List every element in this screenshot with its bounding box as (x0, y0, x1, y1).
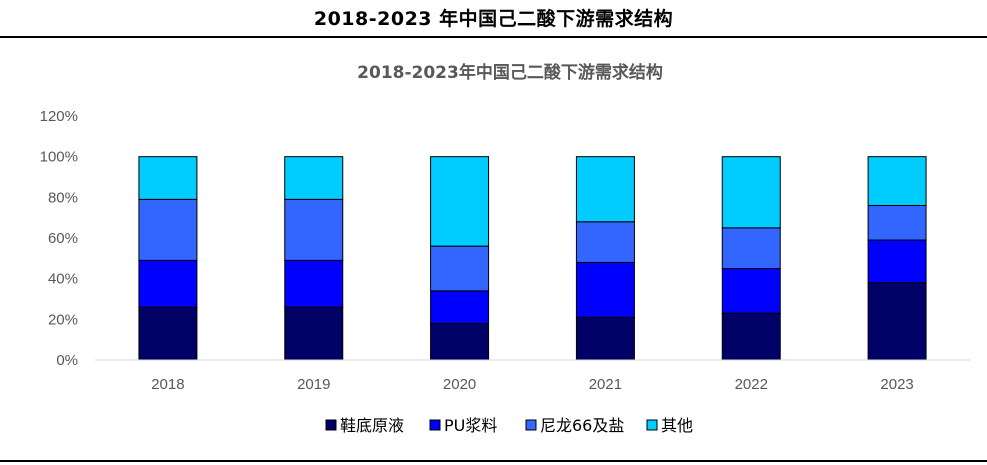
y-tick-label: 80% (48, 189, 78, 206)
bar-segment (721, 268, 781, 314)
legend-swatch (646, 419, 658, 431)
bar-segment (284, 198, 344, 261)
bar-segment (430, 290, 490, 324)
bar-segment (284, 306, 344, 361)
bar-segment (430, 245, 490, 292)
legend-swatch (325, 419, 337, 431)
bar-segment (138, 259, 198, 308)
bar-segment (721, 312, 781, 361)
chart-title: 2018-2023年中国己二酸下游需求结构 (357, 62, 663, 83)
bar-segment (721, 156, 781, 229)
legend-label: 其他 (661, 416, 693, 435)
legend-label: PU浆料 (444, 416, 497, 435)
bar-segment (284, 156, 344, 200)
bar-segment (430, 322, 490, 361)
y-tick-label: 100% (40, 149, 78, 166)
x-tick-label: 2021 (589, 376, 622, 393)
bar-segment (575, 316, 635, 361)
legend-swatch (429, 419, 441, 431)
x-tick-label: 2023 (880, 376, 913, 393)
y-axis-ticks: 0% 20% 40% 60% 80% 100% 120% (40, 108, 78, 369)
top-rule (0, 36, 987, 38)
bar-segment (721, 227, 781, 269)
document-title: 2018-2023 年中国己二酸下游需求结构 (313, 8, 674, 30)
y-tick-label: 40% (48, 271, 78, 288)
y-tick-label: 60% (48, 230, 78, 247)
bar-segment (430, 156, 490, 247)
legend: 鞋底原液 PU浆料 尼龙66及盐 其他 (325, 416, 693, 435)
bar-segment (867, 156, 927, 206)
x-axis-ticks: 2018 2019 2020 2021 2022 2023 (151, 376, 914, 393)
bar-segment (284, 259, 344, 308)
x-tick-label: 2020 (443, 376, 476, 393)
bar-segment (138, 306, 198, 361)
bar-segment (867, 239, 927, 284)
bar-segment (867, 282, 927, 361)
x-tick-label: 2019 (297, 376, 330, 393)
bar-segment (575, 261, 635, 318)
bar-segment (575, 156, 635, 223)
y-tick-label: 20% (48, 311, 78, 328)
bars (138, 156, 927, 361)
legend-label: 鞋底原液 (340, 416, 404, 435)
y-tick-label: 0% (56, 352, 78, 369)
legend-swatch (525, 419, 537, 431)
bar-segment (575, 221, 635, 263)
bar-segment (867, 204, 927, 241)
x-tick-label: 2022 (735, 376, 768, 393)
bar-segment (138, 198, 198, 261)
x-tick-label: 2018 (151, 376, 184, 393)
y-tick-label: 120% (40, 108, 78, 125)
bar-segment (138, 156, 198, 200)
legend-label: 尼龙66及盐 (540, 416, 624, 435)
bottom-rule (0, 460, 987, 462)
